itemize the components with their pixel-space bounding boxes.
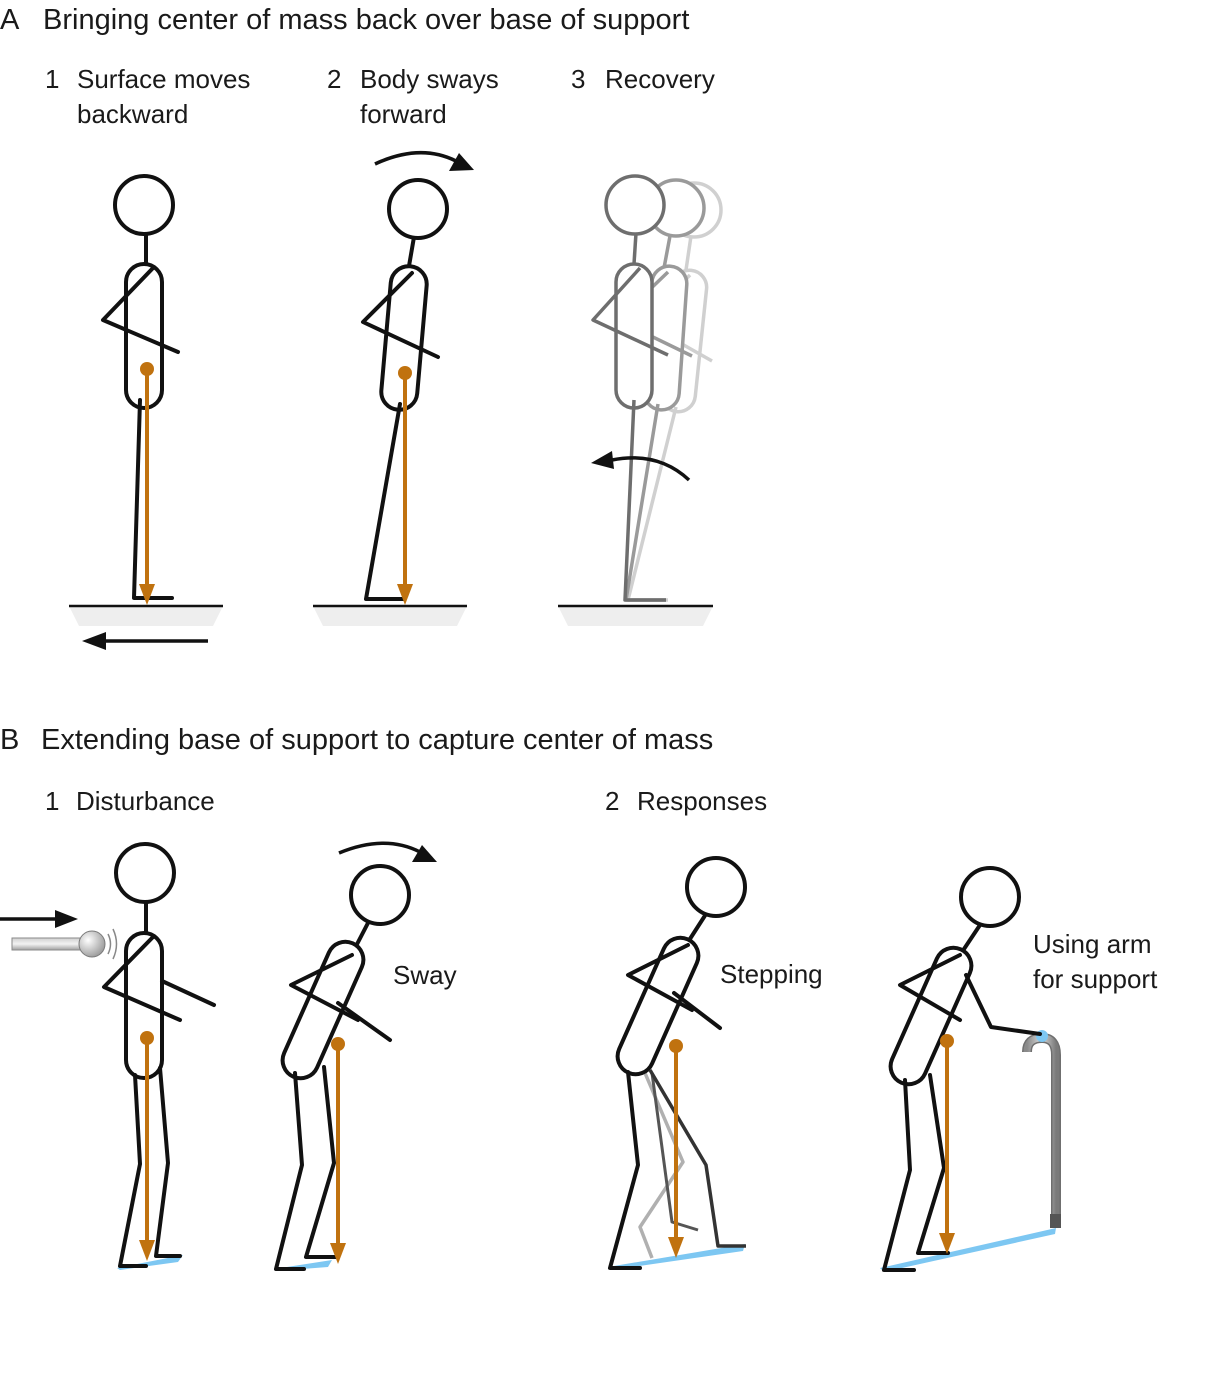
panel-b: B Extending base of support to capture c… [0, 724, 1158, 1272]
leg [132, 398, 174, 600]
step-a1-label: 1 Surface moves backward [45, 64, 250, 129]
step-b2-label: 2 Responses [605, 786, 767, 816]
step-a2-label: 2 Body sways forward [327, 64, 499, 129]
step-a2-line1: Body sways [360, 64, 499, 94]
panel-b-title: Extending base of support to capture cen… [41, 724, 713, 756]
head [685, 856, 747, 918]
figure-b1-sway: Sway [274, 841, 457, 1271]
motion-arrow-icon [82, 632, 208, 650]
neck [960, 923, 982, 954]
center-of-mass-dot [669, 1039, 683, 1053]
arm [626, 943, 694, 1012]
center-of-mass-dot [940, 1034, 954, 1048]
center-of-mass-dot [140, 362, 154, 376]
step-a3-label: 3 Recovery [571, 64, 715, 94]
center-of-mass-arrowhead [330, 1243, 346, 1264]
leg-front [304, 1065, 340, 1259]
step-a3-number: 3 [571, 64, 585, 94]
leg-back [882, 1078, 916, 1272]
rotation-arrow-icon [591, 451, 691, 482]
step-a2-line2: forward [360, 99, 447, 129]
push-rod-icon [11, 928, 118, 960]
arm [102, 935, 182, 1022]
platform-a1 [69, 606, 223, 626]
step-a1-number: 1 [45, 64, 59, 94]
arm-support-label-line2: for support [1033, 964, 1158, 994]
arm [361, 271, 440, 359]
cane-icon [1022, 1030, 1061, 1228]
figure-a2-sway-forward [313, 151, 474, 626]
center-of-mass-arrowhead [139, 1240, 155, 1261]
step-a1-line2: backward [77, 99, 188, 129]
neck [686, 912, 708, 944]
leg-back [118, 1073, 148, 1268]
platform-a2 [313, 606, 467, 626]
arm-far [672, 991, 722, 1030]
center-of-mass-dot [398, 366, 412, 380]
arm-support [964, 973, 1042, 1036]
neck [407, 235, 416, 268]
arm-far [160, 979, 216, 1007]
arm [289, 953, 360, 1022]
panel-a-title: Bringing center of mass back over base o… [43, 4, 689, 36]
recovery-ghost-2 [616, 178, 706, 602]
arm [101, 266, 180, 354]
head [349, 864, 411, 926]
step-b2-number: 2 [605, 786, 619, 816]
arm [898, 953, 962, 1022]
center-of-mass-arrowhead [668, 1237, 684, 1258]
rotation-arrow-icon [374, 151, 474, 171]
center-of-mass-arrowhead [139, 584, 155, 605]
panel-b-letter: B [0, 724, 19, 756]
sway-label: Sway [393, 960, 457, 990]
center-of-mass-arrowhead [939, 1233, 955, 1254]
center-of-mass-dot [140, 1031, 154, 1045]
figure-b1-disturbance [0, 842, 216, 1270]
step-b1-text: Disturbance [76, 786, 215, 816]
arm-far [336, 1001, 392, 1042]
head [114, 842, 176, 904]
head [387, 178, 449, 240]
step-b1-number: 1 [45, 786, 59, 816]
center-of-mass-arrowhead [397, 584, 413, 605]
step-a2-number: 2 [327, 64, 341, 94]
step-a3-line1: Recovery [605, 64, 715, 94]
torso [280, 939, 366, 1081]
figure-a1-upright [69, 174, 223, 650]
figure-b2-stepping: Stepping [608, 856, 823, 1270]
figure-b2-arm-support: Using arm for support [880, 866, 1158, 1272]
base-of-support [880, 1228, 1056, 1272]
torso [888, 945, 974, 1087]
leg-ghost-step [650, 1072, 699, 1232]
base-of-support [608, 1244, 745, 1270]
head [959, 866, 1021, 928]
step-a1-line1: Surface moves [77, 64, 250, 94]
step-b1-label: 1 Disturbance [45, 786, 215, 816]
leg-front [154, 1066, 182, 1258]
stepping-label: Stepping [720, 959, 823, 989]
center-of-mass-dot [331, 1037, 345, 1051]
step-b2-text: Responses [637, 786, 767, 816]
push-arrow-icon [0, 910, 78, 928]
rotation-arrow-icon [338, 841, 437, 862]
recovery-ghost-1 [591, 174, 669, 602]
leg-back [274, 1071, 306, 1271]
leg-back [608, 1070, 642, 1270]
head [113, 174, 175, 236]
arm-support-label-line1: Using arm [1033, 929, 1151, 959]
figure-a3-recovery [558, 174, 723, 626]
platform-a3 [558, 606, 713, 626]
panel-a: A Bringing center of mass back over base… [0, 4, 723, 650]
leg-front [916, 1073, 950, 1255]
leg-ghost [638, 1065, 685, 1259]
panel-a-letter: A [0, 4, 20, 36]
leg [364, 402, 406, 601]
